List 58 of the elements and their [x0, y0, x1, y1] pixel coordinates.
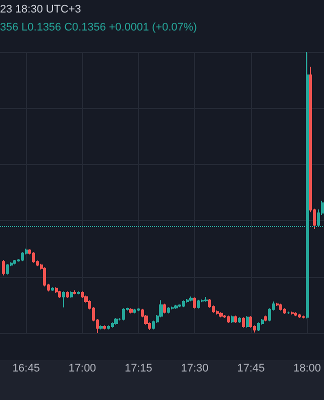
candlestick: [219, 312, 223, 318]
candlestick: [73, 290, 76, 295]
candlestick: [81, 290, 84, 298]
candlestick: [249, 316, 252, 328]
candlestick: [2, 259, 5, 276]
candlestick: [21, 252, 24, 262]
x-tick-label: 17:30: [180, 362, 208, 374]
candlestick: [238, 316, 241, 324]
candlestick: [13, 259, 16, 265]
candlestick: [276, 302, 279, 307]
candlestick: [77, 290, 80, 295]
candlestick: [70, 290, 73, 298]
candlestick: [6, 264, 9, 276]
candlestick: [242, 316, 245, 328]
candlestick: [137, 308, 140, 312]
candlestick: [197, 299, 200, 310]
candlestick: [291, 311, 294, 315]
candlestick: [302, 315, 305, 319]
x-tick-label: 17:00: [68, 362, 96, 374]
candlestick: [111, 322, 114, 328]
candlestick: [114, 318, 118, 326]
x-tick-label: 17:45: [237, 362, 265, 374]
candlestick: [294, 312, 297, 317]
candlestick: [167, 306, 170, 314]
candlestick: [234, 315, 237, 324]
candlestick: [32, 252, 35, 264]
candlestick: [246, 316, 249, 328]
text: 356 L0.1356 C0.1356 +0.0001 (+0.07%): [0, 22, 197, 34]
candlestick: [298, 313, 301, 318]
candlestick: [193, 296, 196, 310]
x-tick-label: 17:15: [124, 362, 152, 374]
candlestick: [227, 315, 230, 324]
candlestick: [66, 290, 69, 298]
candlestick: [279, 303, 282, 312]
candlestick: [107, 324, 110, 330]
candlestick: [264, 315, 267, 322]
candlestick: [283, 308, 286, 314]
candlestick: [189, 296, 193, 302]
candlestick: [257, 322, 260, 332]
candlestick: [122, 308, 125, 321]
candlestick: [133, 308, 136, 314]
x-tick-label: 18:00: [293, 362, 321, 374]
candlestick: [204, 296, 208, 302]
x-tick-label: 16:45: [12, 362, 40, 374]
candlestick: [231, 315, 234, 324]
candlestick: [58, 290, 61, 298]
candlestick: [51, 286, 54, 292]
candlestick: [186, 298, 189, 304]
candlestick: [174, 304, 178, 310]
candlestick: [129, 308, 133, 314]
candlestick: [171, 306, 174, 310]
candlestick: [163, 303, 166, 314]
candlestick: [182, 300, 185, 308]
candlestick: [103, 324, 106, 330]
candlestick: [178, 304, 181, 308]
text: 23 18:30 UTC+3: [0, 4, 82, 16]
candlestick: [99, 324, 103, 330]
candlestick: [62, 290, 65, 308]
